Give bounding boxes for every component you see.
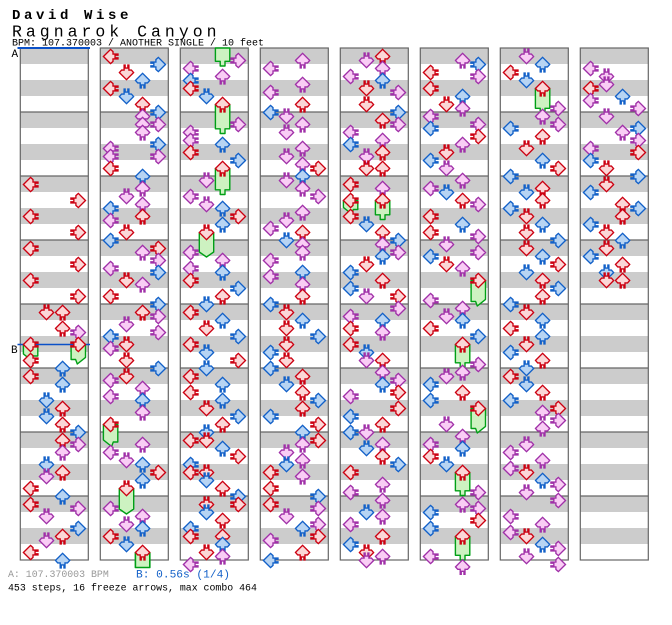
svg-text:David Wise: David Wise — [12, 8, 132, 24]
svg-text:A: 107.370003 BPM: A: 107.370003 BPM — [8, 569, 109, 580]
svg-text:453 steps, 16 freeze arrows, m: 453 steps, 16 freeze arrows, max combo 4… — [8, 583, 257, 594]
svg-text:B: B — [11, 345, 18, 357]
svg-text:A: A — [12, 49, 19, 61]
svg-text:Ragnarok Canyon: Ragnarok Canyon — [12, 23, 221, 42]
svg-text:B: 0.56s (1/4): B: 0.56s (1/4) — [136, 570, 230, 582]
svg-text:BPM: 107.370003 / ANOTHER SING: BPM: 107.370003 / ANOTHER SINGLE / 10 fe… — [12, 38, 264, 50]
